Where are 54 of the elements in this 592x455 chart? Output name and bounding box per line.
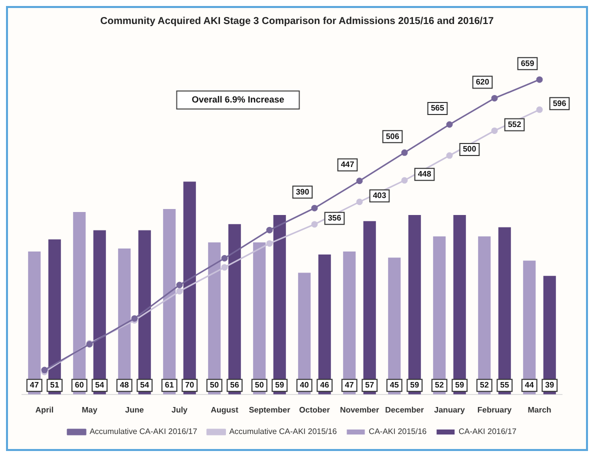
chart-title: Community Acquired AKI Stage 3 Comparison for Admissions 2015/16 and 2016/17	[99, 16, 495, 27]
data-label: 659	[520, 58, 535, 68]
data-label: 552	[508, 120, 522, 129]
x-tick-label: February	[477, 405, 512, 414]
data-label: 506	[386, 132, 400, 141]
data-label: 40	[300, 380, 310, 390]
data-label: 47	[344, 380, 354, 390]
x-tick-label: April	[35, 405, 54, 414]
data-label: 52	[434, 380, 444, 390]
data-label: 52	[480, 380, 490, 390]
data-label: 61	[164, 380, 174, 390]
x-tick-label: October	[299, 405, 330, 414]
x-tick-label: July	[171, 405, 188, 414]
data-label: 46	[320, 380, 330, 390]
data-label: 620	[476, 77, 490, 86]
data-label: 45	[390, 380, 400, 390]
data-label: 565	[430, 104, 445, 113]
data-label: 447	[340, 160, 355, 170]
data-label: 54	[140, 380, 150, 390]
data-label: 356	[328, 214, 342, 223]
data-label: 56	[230, 380, 240, 390]
data-label: 59	[455, 380, 465, 390]
x-tick-label: December	[385, 405, 424, 414]
data-label: 47	[30, 380, 40, 390]
data-label: 48	[120, 380, 130, 390]
x-tick-label: May	[82, 405, 98, 414]
data-label: 390	[296, 187, 310, 196]
data-label: 57	[365, 380, 375, 390]
legend-label: CA-AKI 2016/17	[458, 427, 517, 436]
x-tick-label: January	[434, 405, 466, 414]
data-label: 448	[418, 170, 432, 179]
data-label: 44	[524, 380, 534, 390]
data-label: 403	[372, 191, 387, 200]
data-label: 60	[74, 380, 84, 390]
data-label: 59	[275, 380, 285, 390]
data-label: 59	[410, 380, 420, 390]
data-label: 39	[545, 380, 555, 390]
legend-label: CA-AKI 2015/16	[368, 427, 428, 436]
data-label: 55	[500, 380, 510, 390]
data-label: 51	[50, 380, 60, 390]
data-label: 50	[210, 380, 220, 390]
legend-label: Accumulative CA-AKI 2015/16	[229, 427, 338, 436]
annotation: Overall 6.9% Increase	[192, 94, 284, 104]
x-tick-label: August	[210, 405, 239, 414]
data-label: 50	[254, 380, 264, 390]
data-label: 596	[552, 98, 567, 108]
x-tick-label: September	[248, 405, 290, 414]
x-tick-label: March	[528, 405, 552, 414]
legend-label: Accumulative CA-AKI 2016/17	[90, 427, 198, 436]
data-label: 500	[462, 144, 477, 154]
x-tick-label: June	[125, 405, 144, 414]
x-tick-label: November	[340, 405, 380, 414]
data-label: 70	[185, 380, 195, 390]
data-label: 54	[95, 380, 105, 390]
